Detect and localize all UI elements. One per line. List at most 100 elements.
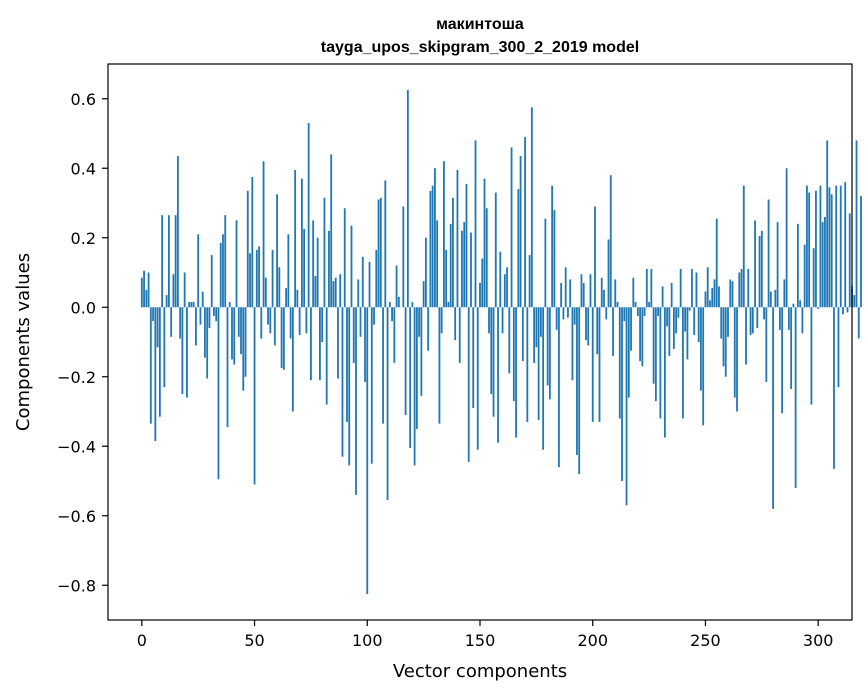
bar <box>452 197 454 308</box>
bar <box>715 218 718 308</box>
y-tick-label: −0.2 <box>57 368 96 387</box>
bar <box>609 175 612 308</box>
bar <box>567 307 569 318</box>
bar <box>799 300 802 308</box>
bar <box>219 242 222 308</box>
bar <box>260 307 263 339</box>
bar <box>217 307 220 480</box>
bar <box>697 307 700 342</box>
bar <box>769 291 772 308</box>
bar <box>778 307 781 330</box>
bar <box>240 307 242 355</box>
bar <box>170 307 173 337</box>
plot-frame <box>107 63 853 621</box>
bar <box>785 168 788 308</box>
bar <box>846 307 849 313</box>
bar <box>722 307 725 367</box>
bar <box>695 272 698 308</box>
bar <box>517 189 520 308</box>
y-tick-label: −0.4 <box>57 437 96 456</box>
bar <box>560 282 563 308</box>
bar <box>370 307 373 464</box>
bar <box>273 307 276 346</box>
bar <box>670 282 673 308</box>
bar <box>623 307 626 322</box>
bar <box>280 307 283 369</box>
bar <box>456 169 459 308</box>
bar <box>393 307 396 363</box>
bar <box>287 234 290 308</box>
y-tick-label: 0.2 <box>71 229 96 248</box>
bar <box>341 307 344 457</box>
bar <box>395 265 398 308</box>
bar <box>226 307 229 428</box>
bar <box>844 182 847 308</box>
bar <box>634 302 637 308</box>
bar <box>314 275 317 308</box>
bar <box>659 307 662 419</box>
bar <box>839 185 842 308</box>
bar <box>535 307 538 348</box>
bar <box>494 192 497 308</box>
bar <box>269 307 272 334</box>
bar <box>377 199 380 308</box>
bar <box>736 307 738 412</box>
bar <box>528 255 531 308</box>
bar <box>727 307 729 337</box>
bar <box>391 307 393 322</box>
bar <box>729 279 732 308</box>
bar <box>515 307 517 438</box>
bar <box>589 274 592 308</box>
bar <box>801 307 804 334</box>
bar <box>461 230 463 308</box>
bar <box>506 267 508 308</box>
bar <box>179 307 182 339</box>
bar <box>751 307 754 334</box>
bar <box>618 307 621 419</box>
bar <box>643 307 646 316</box>
bar <box>612 307 614 356</box>
bar <box>186 307 188 398</box>
bar <box>476 307 479 450</box>
bar <box>174 215 177 308</box>
bar <box>519 156 522 308</box>
bar <box>833 307 835 469</box>
bar <box>675 307 678 334</box>
bar <box>546 307 549 386</box>
bar <box>652 307 655 384</box>
bar <box>580 274 583 308</box>
bar <box>749 307 752 336</box>
bar <box>346 307 348 422</box>
bar <box>449 223 452 308</box>
bar <box>571 307 574 381</box>
bar <box>821 222 824 308</box>
bar <box>167 215 170 308</box>
bar <box>427 307 430 351</box>
bar <box>842 307 844 315</box>
bar <box>147 272 150 308</box>
bar <box>600 277 603 308</box>
bar <box>249 253 251 308</box>
bar <box>830 194 833 308</box>
bar <box>418 307 421 337</box>
bar <box>206 307 209 379</box>
bar <box>724 307 727 377</box>
bar <box>740 269 743 308</box>
bar <box>808 192 811 308</box>
y-tick-label: 0.6 <box>71 90 96 109</box>
bar <box>361 256 364 308</box>
bar <box>607 239 610 308</box>
bar <box>614 279 617 308</box>
bar <box>204 307 206 358</box>
bar <box>562 307 565 320</box>
bar <box>289 307 292 339</box>
bar <box>551 185 554 308</box>
bar <box>774 289 777 308</box>
bar <box>201 291 204 308</box>
bar <box>828 187 831 308</box>
bar <box>533 307 536 363</box>
bar <box>860 196 862 308</box>
bar <box>704 291 707 308</box>
bar <box>386 307 389 501</box>
bar <box>463 222 466 308</box>
